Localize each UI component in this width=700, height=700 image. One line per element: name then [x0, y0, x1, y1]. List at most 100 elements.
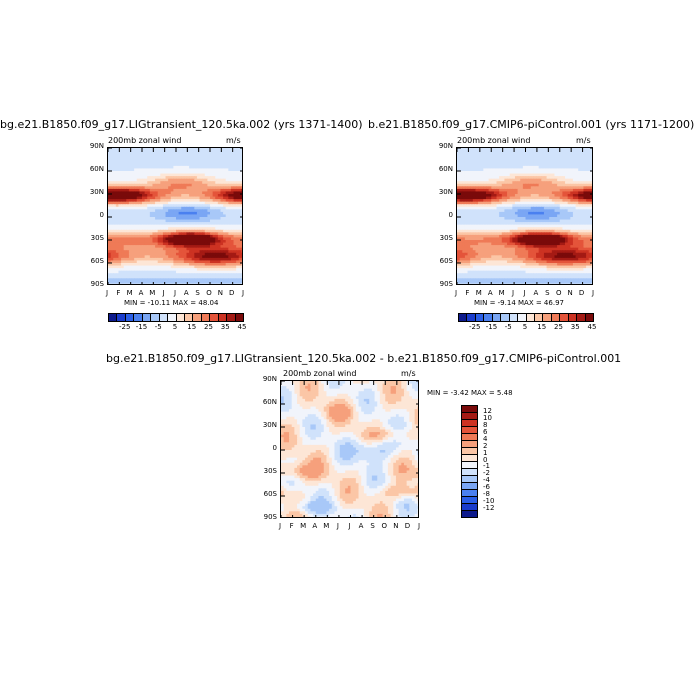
heat-cell — [165, 237, 169, 241]
heat-cell — [496, 201, 500, 205]
heat-cell — [113, 188, 117, 193]
heat-cell — [496, 153, 500, 157]
heat-cell — [189, 217, 193, 221]
heat-cell — [147, 250, 151, 254]
heat-cell — [225, 265, 229, 269]
heat-cell — [480, 160, 484, 164]
heat-cell — [160, 158, 164, 162]
heat-cell — [128, 165, 133, 170]
heat-cell — [217, 250, 222, 254]
heat-cell — [110, 252, 114, 256]
heat-cell — [210, 150, 214, 154]
heat-cell — [189, 204, 193, 208]
heat-cell — [144, 171, 148, 175]
heat-cell — [152, 173, 156, 177]
heat-cell — [181, 280, 185, 284]
heat-cell — [493, 204, 498, 208]
heat-cell — [155, 168, 159, 172]
heat-cell — [554, 155, 558, 159]
heat-cell — [210, 255, 214, 259]
heat-cell — [525, 168, 529, 172]
heat-cell — [496, 227, 500, 231]
heat-cell — [504, 183, 508, 187]
heat-cell — [225, 173, 229, 177]
heat-cell — [126, 232, 130, 236]
heat-cell — [501, 196, 506, 200]
heat-cell — [514, 173, 519, 177]
heat-cell — [570, 234, 574, 239]
heat-cell — [202, 211, 206, 216]
heat-cell — [567, 237, 571, 241]
heat-cell — [210, 173, 214, 177]
heat-cell — [485, 214, 490, 218]
heat-cell — [517, 183, 521, 187]
heat-cell — [228, 224, 232, 228]
heat-cell — [230, 158, 235, 162]
heat-cell — [173, 242, 177, 246]
heat-cell — [501, 176, 506, 180]
heat-cell — [165, 229, 169, 233]
heat-cell — [238, 237, 242, 241]
heat-cell — [165, 250, 169, 254]
heat-cell — [165, 219, 169, 223]
heat-cell — [565, 224, 569, 228]
heat-cell — [478, 222, 482, 226]
heat-cell — [210, 283, 214, 284]
heat-cell — [181, 242, 185, 246]
heat-cell — [528, 178, 532, 182]
heat-cell — [176, 163, 180, 167]
heat-cell — [217, 222, 222, 226]
heat-cell — [121, 224, 125, 228]
heat-cell — [457, 214, 461, 218]
heat-cell — [238, 273, 242, 277]
heat-cell — [126, 165, 130, 170]
heat-cell — [575, 178, 579, 182]
heat-cell — [578, 211, 582, 216]
heat-cell — [230, 222, 235, 226]
heat-cell — [457, 250, 461, 254]
heat-cell — [108, 155, 112, 159]
heat-cell — [543, 247, 548, 251]
heat-cell — [183, 214, 188, 218]
heat-cell — [480, 158, 484, 162]
heat-cell — [115, 153, 120, 157]
heat-cell — [499, 222, 503, 226]
heat-cell — [108, 186, 112, 190]
heat-cell — [586, 201, 590, 205]
heat-cell — [546, 168, 550, 172]
heat-cell — [546, 194, 550, 198]
heat-cell — [142, 283, 146, 284]
heat-cell — [217, 268, 222, 272]
heat-cell — [578, 229, 582, 233]
heat-cell — [586, 163, 590, 167]
heat-cell — [233, 280, 237, 284]
heat-cell — [183, 245, 188, 249]
heat-cell — [536, 176, 540, 180]
heat-cell — [194, 260, 198, 264]
heat-cell — [562, 247, 566, 251]
heat-cell — [134, 199, 138, 203]
heat-cell — [147, 219, 151, 223]
heat-cell — [464, 188, 469, 193]
heat-cell — [233, 250, 237, 254]
heat-cell — [485, 173, 490, 177]
heat-cell — [113, 222, 117, 226]
heat-cell — [478, 186, 482, 190]
heat-cell — [480, 237, 484, 241]
heat-cell — [485, 247, 490, 251]
heat-cell — [583, 242, 587, 246]
heat-cell — [189, 160, 193, 164]
heat-cell — [123, 204, 127, 208]
heat-cell — [223, 214, 227, 218]
heat-cell — [123, 232, 127, 236]
heat-cell — [485, 196, 490, 200]
heat-cell — [191, 245, 195, 249]
heat-cell — [191, 194, 195, 198]
heat-cell — [155, 196, 159, 200]
heat-cell — [149, 283, 154, 284]
heat-cell — [225, 188, 229, 193]
heat-cell — [196, 250, 201, 254]
heat-cell — [578, 234, 582, 239]
heat-cell — [155, 265, 159, 269]
heat-cell — [228, 245, 232, 249]
